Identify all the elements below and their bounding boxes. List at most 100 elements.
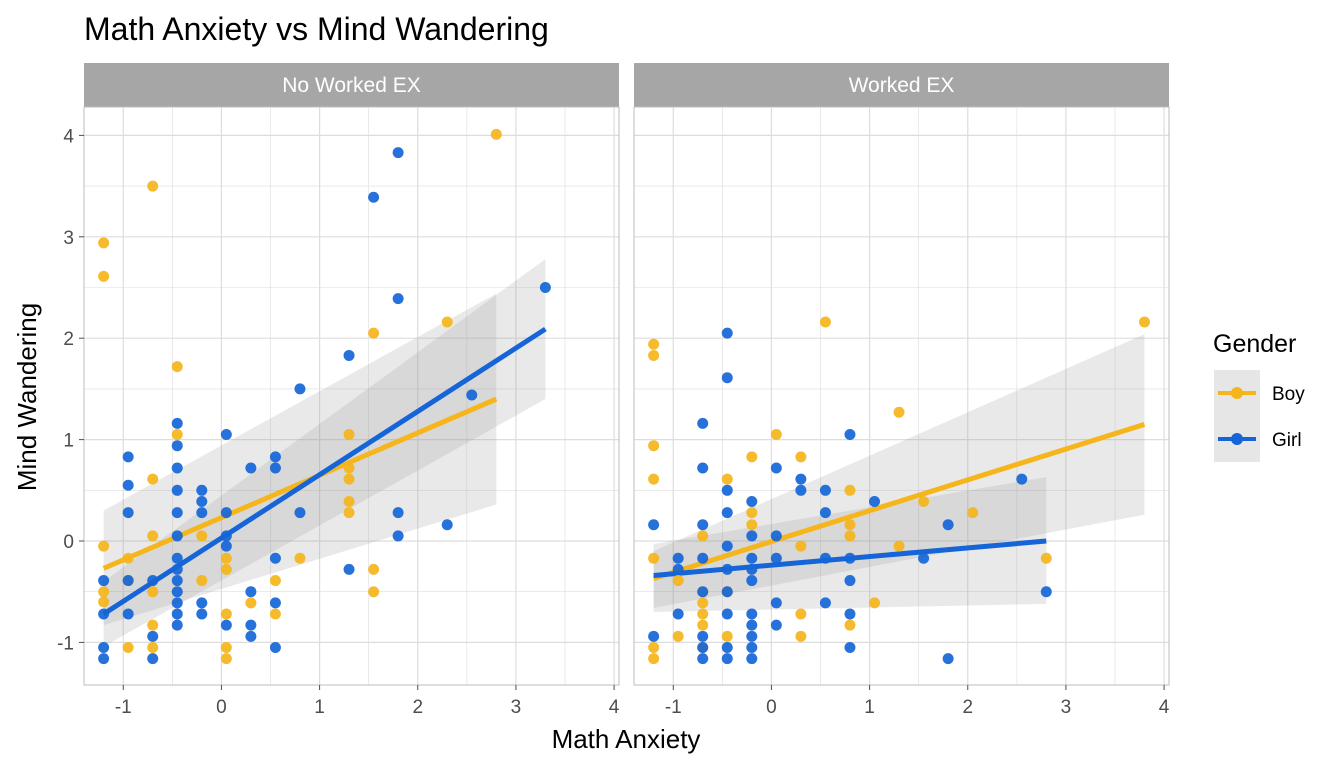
data-point-girl <box>844 552 856 564</box>
confidence-band-boy <box>103 293 497 626</box>
data-point-boy <box>196 575 208 587</box>
data-point-boy <box>147 473 159 485</box>
y-tick-label: -1 <box>57 633 74 654</box>
data-point-boy <box>122 641 134 653</box>
data-point-girl <box>392 293 404 305</box>
data-point-boy <box>220 552 232 564</box>
panel-worked-ex: Worked EX <box>633 63 1170 686</box>
data-point-girl <box>721 563 733 575</box>
legend: Gender Boy Girl <box>1213 330 1305 462</box>
data-point-girl <box>147 575 159 587</box>
data-point-boy <box>746 507 758 519</box>
x-tick-label: 1 <box>864 697 875 718</box>
x-tick-label: 3 <box>1061 697 1072 718</box>
data-point-girl <box>220 530 232 542</box>
data-point-girl <box>721 540 733 552</box>
data-point-girl <box>746 608 758 620</box>
data-point-boy <box>844 484 856 496</box>
data-point-boy <box>648 440 660 452</box>
data-point-boy <box>220 608 232 620</box>
data-point-girl <box>795 473 807 485</box>
data-point-girl <box>746 552 758 564</box>
data-point-girl <box>343 349 355 361</box>
data-point-boy <box>648 473 660 485</box>
y-tick-label: 1 <box>63 431 74 452</box>
data-point-girl <box>672 563 684 575</box>
data-point-girl <box>672 552 684 564</box>
data-point-boy <box>770 429 782 441</box>
data-point-girl <box>819 552 831 564</box>
data-point-girl <box>220 540 232 552</box>
data-point-boy <box>1138 316 1150 328</box>
data-point-boy <box>441 316 453 328</box>
data-point-girl <box>942 519 954 531</box>
data-point-girl <box>171 417 183 429</box>
data-point-girl <box>147 630 159 642</box>
data-point-girl <box>220 429 232 441</box>
data-point-boy <box>294 552 306 564</box>
strip-label: Worked EX <box>849 74 955 97</box>
data-point-girl <box>770 619 782 631</box>
data-point-girl <box>869 495 881 507</box>
data-point-boy <box>343 495 355 507</box>
data-point-girl <box>746 563 758 575</box>
data-point-boy <box>147 530 159 542</box>
data-point-girl <box>220 619 232 631</box>
data-point-girl <box>171 608 183 620</box>
data-point-girl <box>171 575 183 587</box>
data-point-girl <box>844 641 856 653</box>
data-point-girl <box>721 372 733 384</box>
data-point-boy <box>697 530 709 542</box>
data-point-boy <box>343 429 355 441</box>
data-point-boy <box>844 519 856 531</box>
data-point-girl <box>171 586 183 598</box>
data-point-boy <box>343 507 355 519</box>
data-point-girl <box>196 495 208 507</box>
data-point-girl <box>648 630 660 642</box>
strip-label: No Worked EX <box>282 74 421 97</box>
data-point-girl <box>98 641 110 653</box>
points <box>648 316 1150 665</box>
data-point-boy <box>672 630 684 642</box>
data-point-girl <box>770 530 782 542</box>
data-point-boy <box>918 495 930 507</box>
data-point-girl <box>539 281 551 293</box>
data-point-girl <box>98 608 110 620</box>
x-tick-label: 2 <box>962 697 973 718</box>
fit-line-boy <box>652 422 1146 581</box>
legend-label-boy: Boy <box>1272 384 1305 405</box>
points <box>98 128 551 665</box>
data-point-girl <box>98 575 110 587</box>
data-point-girl <box>697 653 709 665</box>
data-point-boy <box>721 630 733 642</box>
x-tick-label: -1 <box>665 697 682 718</box>
data-point-girl <box>1040 586 1052 598</box>
data-point-girl <box>171 619 183 631</box>
data-point-girl <box>721 653 733 665</box>
data-point-girl <box>746 619 758 631</box>
x-tick-label: -1 <box>115 697 132 718</box>
data-point-boy <box>220 653 232 665</box>
confidence-bands <box>103 259 546 647</box>
data-point-boy <box>269 608 281 620</box>
data-point-girl <box>171 563 183 575</box>
data-point-girl <box>441 519 453 531</box>
data-point-boy <box>672 575 684 587</box>
data-point-boy <box>648 349 660 361</box>
data-point-girl <box>147 653 159 665</box>
x-tick-label: 2 <box>412 697 423 718</box>
data-point-girl <box>98 653 110 665</box>
x-axis-ticks-panel-1: -1 0 1 2 3 4 <box>115 685 620 718</box>
data-point-boy <box>648 552 660 564</box>
grid <box>634 107 1169 685</box>
data-point-girl <box>721 327 733 339</box>
data-point-girl <box>697 641 709 653</box>
data-point-girl <box>294 507 306 519</box>
data-point-boy <box>967 507 979 519</box>
data-point-girl <box>196 507 208 519</box>
data-point-girl <box>819 507 831 519</box>
data-point-boy <box>269 575 281 587</box>
data-point-boy <box>220 641 232 653</box>
data-point-girl <box>343 563 355 575</box>
